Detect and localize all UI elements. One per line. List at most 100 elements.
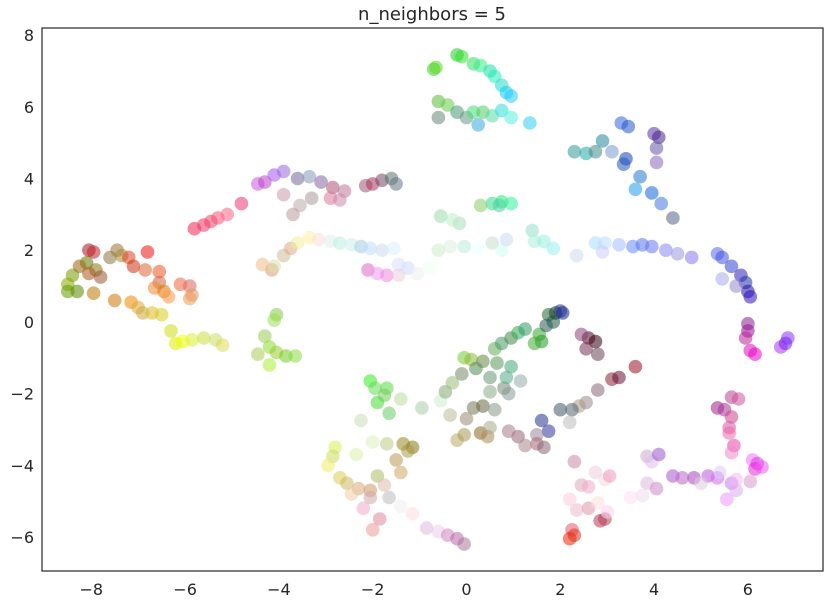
x-tick-label: −8 (80, 580, 104, 599)
data-point (612, 238, 626, 252)
data-point (391, 268, 406, 283)
data-point (394, 465, 408, 480)
data-point (645, 186, 659, 200)
data-point (635, 488, 650, 503)
data-point (185, 333, 199, 347)
data-point (304, 191, 319, 205)
data-point (267, 259, 282, 274)
data-point (546, 241, 561, 256)
data-point (605, 144, 619, 159)
data-point (694, 476, 708, 491)
data-point (591, 496, 605, 510)
data-point (501, 424, 516, 439)
data-point (562, 492, 577, 507)
data-point (504, 89, 518, 103)
data-point (581, 480, 596, 494)
data-point (567, 528, 582, 542)
y-tick-label: −6 (10, 528, 34, 547)
data-point (152, 264, 167, 279)
data-point (743, 474, 758, 489)
data-point (136, 306, 150, 320)
chart-title: n_neighbors = 5 (358, 4, 506, 25)
x-axis-ticks: −8 −6 −4 −2 0 2 4 6 (80, 580, 753, 599)
data-point (349, 447, 364, 462)
data-point (279, 349, 293, 363)
data-point (429, 60, 443, 75)
data-point (645, 239, 659, 254)
data-point (61, 284, 75, 299)
data-point (138, 263, 152, 277)
data-point (431, 110, 446, 125)
data-point (525, 223, 539, 238)
data-point (513, 374, 528, 388)
data-point (724, 259, 739, 274)
data-point (422, 261, 436, 275)
data-point (562, 415, 577, 430)
data-point (588, 465, 603, 480)
data-point (720, 492, 734, 507)
data-point (419, 521, 434, 535)
data-point (652, 447, 666, 462)
data-point (321, 458, 335, 473)
data-point (431, 243, 446, 257)
points-layer (61, 48, 795, 551)
data-point (616, 157, 631, 171)
data-point (729, 472, 743, 487)
data-point (748, 347, 762, 362)
data-point (722, 426, 736, 440)
data-point (382, 490, 396, 505)
data-point (487, 402, 502, 417)
data-point (473, 198, 488, 213)
data-point (623, 490, 638, 505)
data-point (778, 336, 793, 351)
data-point (356, 501, 371, 516)
data-point (387, 241, 401, 256)
data-point (567, 144, 582, 159)
data-point (375, 243, 389, 257)
x-tick-label: 4 (649, 580, 659, 599)
data-point (126, 259, 141, 274)
x-tick-label: −4 (267, 580, 291, 599)
data-point (476, 399, 490, 413)
data-point (250, 347, 265, 362)
data-point (483, 370, 497, 385)
data-point (666, 211, 680, 225)
data-point (93, 270, 108, 284)
data-point (333, 193, 347, 207)
data-point (537, 440, 551, 455)
data-point (715, 272, 729, 286)
data-point (579, 342, 593, 356)
data-point (394, 499, 408, 514)
data-point (574, 327, 589, 342)
data-point (410, 266, 425, 281)
y-tick-label: 0 (24, 313, 34, 332)
data-point (466, 105, 481, 119)
data-point (389, 453, 403, 467)
data-point (455, 367, 469, 381)
y-tick-label: −4 (10, 456, 34, 475)
data-point (633, 169, 647, 184)
data-point (469, 361, 483, 376)
data-point (729, 279, 743, 293)
data-point (70, 284, 84, 299)
data-point (494, 103, 509, 118)
data-point (354, 413, 368, 428)
data-point (567, 454, 582, 469)
data-point (365, 523, 380, 537)
data-point (715, 250, 729, 265)
data-point (288, 349, 303, 363)
data-point (164, 324, 178, 338)
data-point (738, 331, 753, 345)
data-point (445, 213, 460, 227)
data-point (459, 411, 474, 426)
data-point (499, 370, 514, 385)
data-point (401, 444, 415, 458)
data-point (372, 512, 387, 526)
data-point (161, 290, 176, 304)
x-tick-label: 0 (461, 580, 471, 599)
data-point (569, 248, 584, 263)
data-point (518, 438, 532, 453)
data-point (539, 318, 553, 333)
data-point (258, 329, 272, 344)
data-point (72, 259, 87, 274)
